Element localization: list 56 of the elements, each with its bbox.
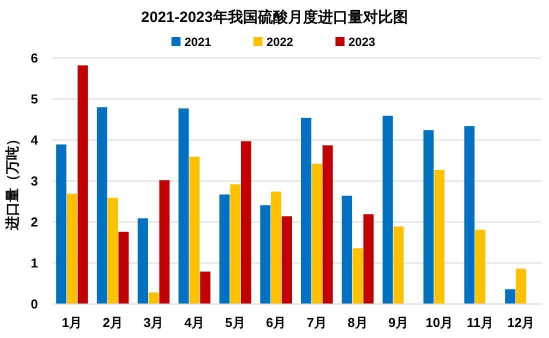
- x-tick-label: 10月: [426, 315, 454, 330]
- bar: [352, 248, 363, 304]
- bar: [159, 180, 170, 304]
- x-tick-label: 7月: [306, 315, 328, 330]
- y-tick-label: 5: [30, 92, 38, 107]
- x-tick-label: 5月: [225, 315, 246, 330]
- chart-title: 2021-2023年我国硫酸月度进口量对比图: [141, 8, 408, 26]
- bar: [260, 205, 270, 304]
- bar: [78, 65, 88, 304]
- bar: [138, 218, 148, 304]
- bar: [322, 145, 333, 304]
- bar: [96, 107, 108, 304]
- bar: [270, 192, 282, 304]
- y-tick-label: 1: [30, 256, 38, 271]
- bar: [189, 156, 200, 304]
- bar: [434, 170, 444, 304]
- bar: [505, 289, 516, 304]
- y-tick-label: 3: [30, 174, 38, 189]
- bar: [66, 194, 78, 304]
- x-tick-label: 3月: [144, 315, 164, 330]
- bar: [464, 126, 475, 304]
- bar: [382, 116, 393, 304]
- y-axis-title: 进口量（万吨）: [4, 132, 20, 231]
- legend-label: 2022: [266, 35, 294, 49]
- bar: [423, 130, 434, 304]
- bar: [56, 144, 66, 304]
- y-tick-label: 0: [30, 296, 38, 312]
- bar: [363, 214, 374, 304]
- bar: [240, 141, 252, 304]
- bar: [475, 230, 486, 304]
- bar: [148, 292, 159, 304]
- x-tick-label: 11月: [466, 315, 494, 330]
- x-tick-label: 9月: [388, 315, 409, 330]
- legend-label: 2021: [184, 35, 212, 49]
- bar: [200, 272, 210, 304]
- bar: [178, 108, 189, 304]
- x-tick-label: 12月: [507, 315, 535, 330]
- bar: [282, 216, 292, 304]
- y-tick-label: 4: [30, 132, 39, 148]
- bar: [300, 118, 312, 304]
- bar: [219, 194, 230, 304]
- x-tick-label: 1月: [62, 315, 82, 330]
- bar: [118, 232, 129, 304]
- bar: [230, 184, 240, 304]
- bar: [516, 268, 526, 304]
- x-tick-label: 4月: [184, 315, 205, 330]
- bar: [108, 198, 118, 304]
- bar: [393, 226, 404, 304]
- y-tick-label: 2: [30, 214, 38, 230]
- bar: [342, 196, 352, 304]
- x-tick-label: 8月: [348, 315, 368, 330]
- x-tick-label: 2月: [102, 315, 123, 330]
- legend-label: 2023: [348, 35, 376, 49]
- x-tick-label: 6月: [266, 315, 286, 330]
- y-tick-label: 6: [30, 50, 38, 66]
- bar: [312, 164, 322, 304]
